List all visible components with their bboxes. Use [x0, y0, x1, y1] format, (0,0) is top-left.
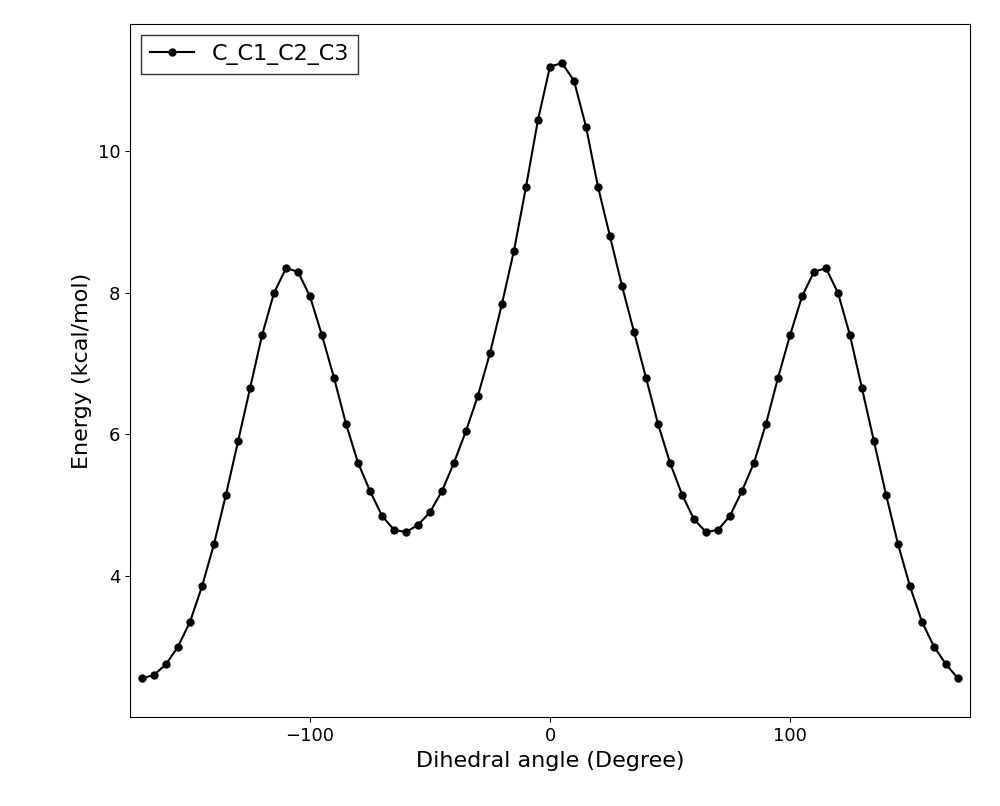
C_C1_C2_C3 [292, 267, 304, 276]
Line: C_C1_C2_C3: C_C1_C2_C3 [139, 60, 961, 682]
Legend: C_C1_C2_C3: C_C1_C2_C3 [141, 35, 358, 74]
C_C1_C2_C3 [400, 527, 412, 537]
C_C1_C2_C3 [136, 674, 148, 683]
C_C1_C2_C3 [556, 58, 568, 68]
C_C1_C2_C3 [940, 659, 952, 669]
Y-axis label: Energy (kcal/mol): Energy (kcal/mol) [72, 272, 92, 469]
C_C1_C2_C3 [196, 582, 208, 592]
C_C1_C2_C3 [616, 281, 628, 291]
C_C1_C2_C3 [412, 520, 424, 530]
C_C1_C2_C3 [952, 674, 964, 683]
X-axis label: Dihedral angle (Degree): Dihedral angle (Degree) [416, 750, 684, 771]
